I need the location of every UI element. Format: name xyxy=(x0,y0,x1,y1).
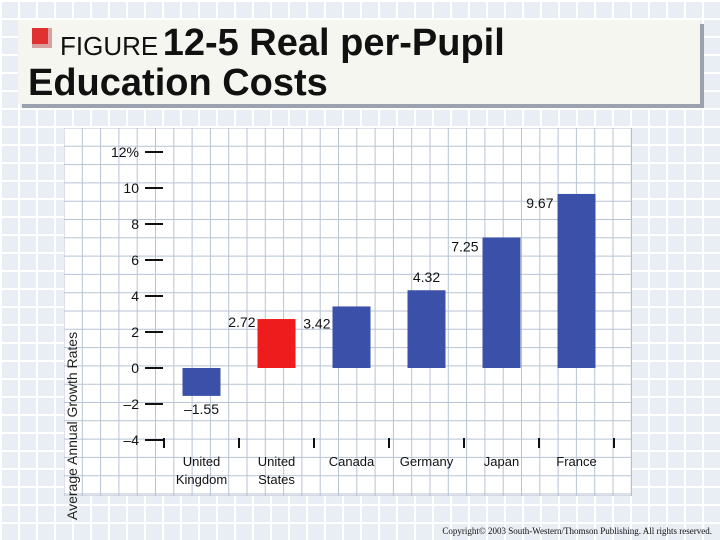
x-tick-label: United States xyxy=(258,454,296,487)
bar xyxy=(182,368,221,396)
chart-area: 12% 10 8 6 4 2 0 –2 –4 –1.55 United Kingdom 2.72 Unit… xyxy=(64,128,632,520)
figure-title-line-2: Education Costs xyxy=(28,62,328,104)
x-tick-label: Germany xyxy=(400,454,454,469)
bar xyxy=(482,237,521,368)
x-tick-label: France xyxy=(556,454,596,469)
copyright-notice: Copyright© 2003 South-Western/Thomson Pu… xyxy=(442,526,712,536)
x-tick-label: Japan xyxy=(484,454,519,469)
x-tick-label: United Kingdom xyxy=(176,454,227,487)
bar xyxy=(407,290,446,368)
figure-label: FIGURE xyxy=(60,31,159,61)
y-tick-label: 6 xyxy=(131,252,139,268)
data-label: 9.67 xyxy=(526,195,553,211)
data-label: 7.25 xyxy=(451,239,478,255)
y-tick-label: 10 xyxy=(123,180,139,196)
bar xyxy=(257,319,296,368)
title-bullet-icon xyxy=(32,28,48,44)
data-label: 4.32 xyxy=(413,269,440,285)
y-tick-label: 0 xyxy=(131,360,139,376)
y-tick-label: 8 xyxy=(131,216,139,232)
figure-title: 12-5 Real per-Pupil xyxy=(162,22,505,64)
y-tick-label: 2 xyxy=(131,324,139,340)
y-tick-label: –4 xyxy=(123,432,139,448)
bar xyxy=(557,193,596,368)
data-label: –1.55 xyxy=(184,401,219,417)
x-tick-label: Canada xyxy=(329,454,375,469)
bar-chart: 12% 10 8 6 4 2 0 –2 –4 –1.55 United Kingdom 2.72 Unit… xyxy=(64,128,632,496)
data-label: 3.42 xyxy=(303,315,330,331)
y-tick-label: 4 xyxy=(131,288,139,304)
y-tick-label: –2 xyxy=(123,396,139,412)
title-line-1: FIGURE 12-5 Real per-Pupil xyxy=(60,22,505,65)
title-box: FIGURE 12-5 Real per-Pupil Education Cos… xyxy=(18,20,700,104)
y-tick-label: 12% xyxy=(111,144,139,160)
bar xyxy=(332,306,371,368)
y-axis-label: Average Annual Growth Rates xyxy=(64,331,80,520)
data-label: 2.72 xyxy=(228,314,255,330)
